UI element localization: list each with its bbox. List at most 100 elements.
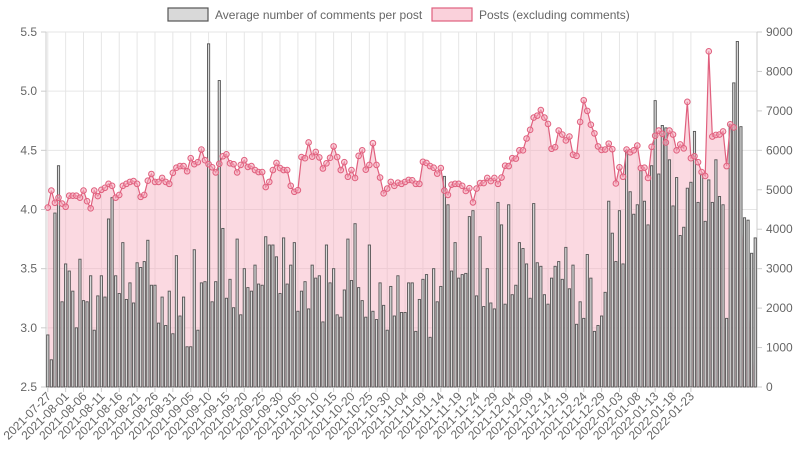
comments-bar[interactable] <box>449 270 454 388</box>
posts-point[interactable] <box>233 169 241 176</box>
posts-point[interactable] <box>491 174 498 182</box>
posts-point[interactable] <box>730 124 738 131</box>
posts-point[interactable] <box>212 169 220 176</box>
comments-bar[interactable] <box>53 212 57 388</box>
comments-bar[interactable] <box>81 300 86 388</box>
comments-bar[interactable] <box>228 278 232 388</box>
comments-bar[interactable] <box>335 314 339 388</box>
comments-bar[interactable] <box>174 255 178 388</box>
posts-point[interactable] <box>240 156 248 164</box>
posts-point[interactable] <box>605 140 613 147</box>
comments-bar[interactable] <box>203 281 207 388</box>
posts-point[interactable] <box>301 154 309 162</box>
comments-bar[interactable] <box>56 165 61 388</box>
comments-bar[interactable] <box>403 312 407 388</box>
comments-bar[interactable] <box>492 308 496 388</box>
posts-point[interactable] <box>666 127 673 134</box>
posts-point[interactable] <box>344 173 352 181</box>
posts-point[interactable] <box>305 139 312 146</box>
comments-bar[interactable] <box>607 200 611 388</box>
comments-bar[interactable] <box>374 319 379 388</box>
posts-point[interactable] <box>194 158 202 166</box>
posts-point[interactable] <box>583 107 591 115</box>
posts-point[interactable] <box>523 135 530 142</box>
comments-bar[interactable] <box>192 249 196 388</box>
posts-point[interactable] <box>691 152 698 160</box>
posts-point[interactable] <box>659 130 666 138</box>
comments-bar[interactable] <box>689 181 693 388</box>
posts-point[interactable] <box>601 146 609 153</box>
comments-bar[interactable] <box>310 264 314 388</box>
posts-point[interactable] <box>94 192 102 200</box>
posts-point[interactable] <box>337 166 345 174</box>
comments-bar[interactable] <box>499 224 504 388</box>
comments-bar[interactable] <box>646 224 650 388</box>
comments-bar[interactable] <box>199 282 203 388</box>
comments-bar[interactable] <box>442 175 446 388</box>
comments-bar[interactable] <box>185 346 189 388</box>
comments-bar[interactable] <box>357 287 361 388</box>
comments-bar[interactable] <box>296 310 300 388</box>
posts-point[interactable] <box>312 148 320 156</box>
comments-bar[interactable] <box>446 204 450 388</box>
comments-bar[interactable] <box>735 41 739 388</box>
posts-point[interactable] <box>330 143 337 150</box>
comments-bar[interactable] <box>78 258 82 388</box>
posts-point[interactable] <box>201 156 209 164</box>
comments-bar[interactable] <box>124 298 128 388</box>
comments-bar[interactable] <box>467 216 471 388</box>
legend-item-posts[interactable]: Posts (excluding comments) <box>431 7 630 22</box>
comments-bar[interactable] <box>560 278 564 388</box>
comments-bar[interactable] <box>153 284 157 388</box>
posts-point[interactable] <box>366 161 373 169</box>
posts-point[interactable] <box>701 172 709 180</box>
posts-point[interactable] <box>616 163 623 171</box>
comments-bar[interactable] <box>181 296 186 388</box>
comments-bar[interactable] <box>307 308 311 388</box>
posts-point[interactable] <box>376 174 384 181</box>
comments-bar[interactable] <box>278 293 282 388</box>
posts-point[interactable] <box>648 143 655 151</box>
comments-bar[interactable] <box>432 268 436 388</box>
comments-bar[interactable] <box>149 284 153 388</box>
posts-point[interactable] <box>680 145 688 152</box>
posts-point[interactable] <box>208 163 216 171</box>
comments-bar[interactable] <box>314 277 318 388</box>
comments-bar[interactable] <box>717 196 722 388</box>
comments-bar[interactable] <box>632 213 636 388</box>
posts-point[interactable] <box>694 158 702 166</box>
posts-point[interactable] <box>51 199 59 207</box>
posts-point[interactable] <box>644 174 652 182</box>
comments-bar[interactable] <box>367 244 371 388</box>
posts-point[interactable] <box>83 197 91 205</box>
comments-bar[interactable] <box>471 210 475 388</box>
comments-bar[interactable] <box>621 263 625 388</box>
posts-point[interactable] <box>115 191 123 199</box>
posts-point[interactable] <box>358 147 366 154</box>
posts-point[interactable] <box>108 182 116 190</box>
posts-point[interactable] <box>662 139 670 146</box>
comments-bar[interactable] <box>378 282 382 388</box>
comments-bar[interactable] <box>299 290 304 388</box>
posts-point[interactable] <box>87 205 94 212</box>
comments-bar[interactable] <box>399 312 404 388</box>
comments-bar[interactable] <box>339 316 343 388</box>
comments-bar[interactable] <box>610 232 614 388</box>
posts-point[interactable] <box>144 177 152 185</box>
posts-point[interactable] <box>676 141 684 148</box>
comments-bar[interactable] <box>642 200 647 388</box>
comments-bar[interactable] <box>742 217 747 388</box>
posts-point[interactable] <box>441 187 448 194</box>
comments-bar[interactable] <box>371 310 375 388</box>
comments-bar[interactable] <box>421 278 425 388</box>
comments-bar[interactable] <box>739 126 743 388</box>
comments-bar[interactable] <box>342 289 346 388</box>
comments-bar[interactable] <box>235 238 239 388</box>
comments-bar[interactable] <box>164 325 168 388</box>
comments-bar[interactable] <box>485 268 489 388</box>
comments-bar[interactable] <box>592 330 597 388</box>
comments-bar[interactable] <box>160 296 164 388</box>
comments-bar[interactable] <box>346 238 350 388</box>
posts-point[interactable] <box>316 154 323 161</box>
posts-point[interactable] <box>555 127 563 134</box>
